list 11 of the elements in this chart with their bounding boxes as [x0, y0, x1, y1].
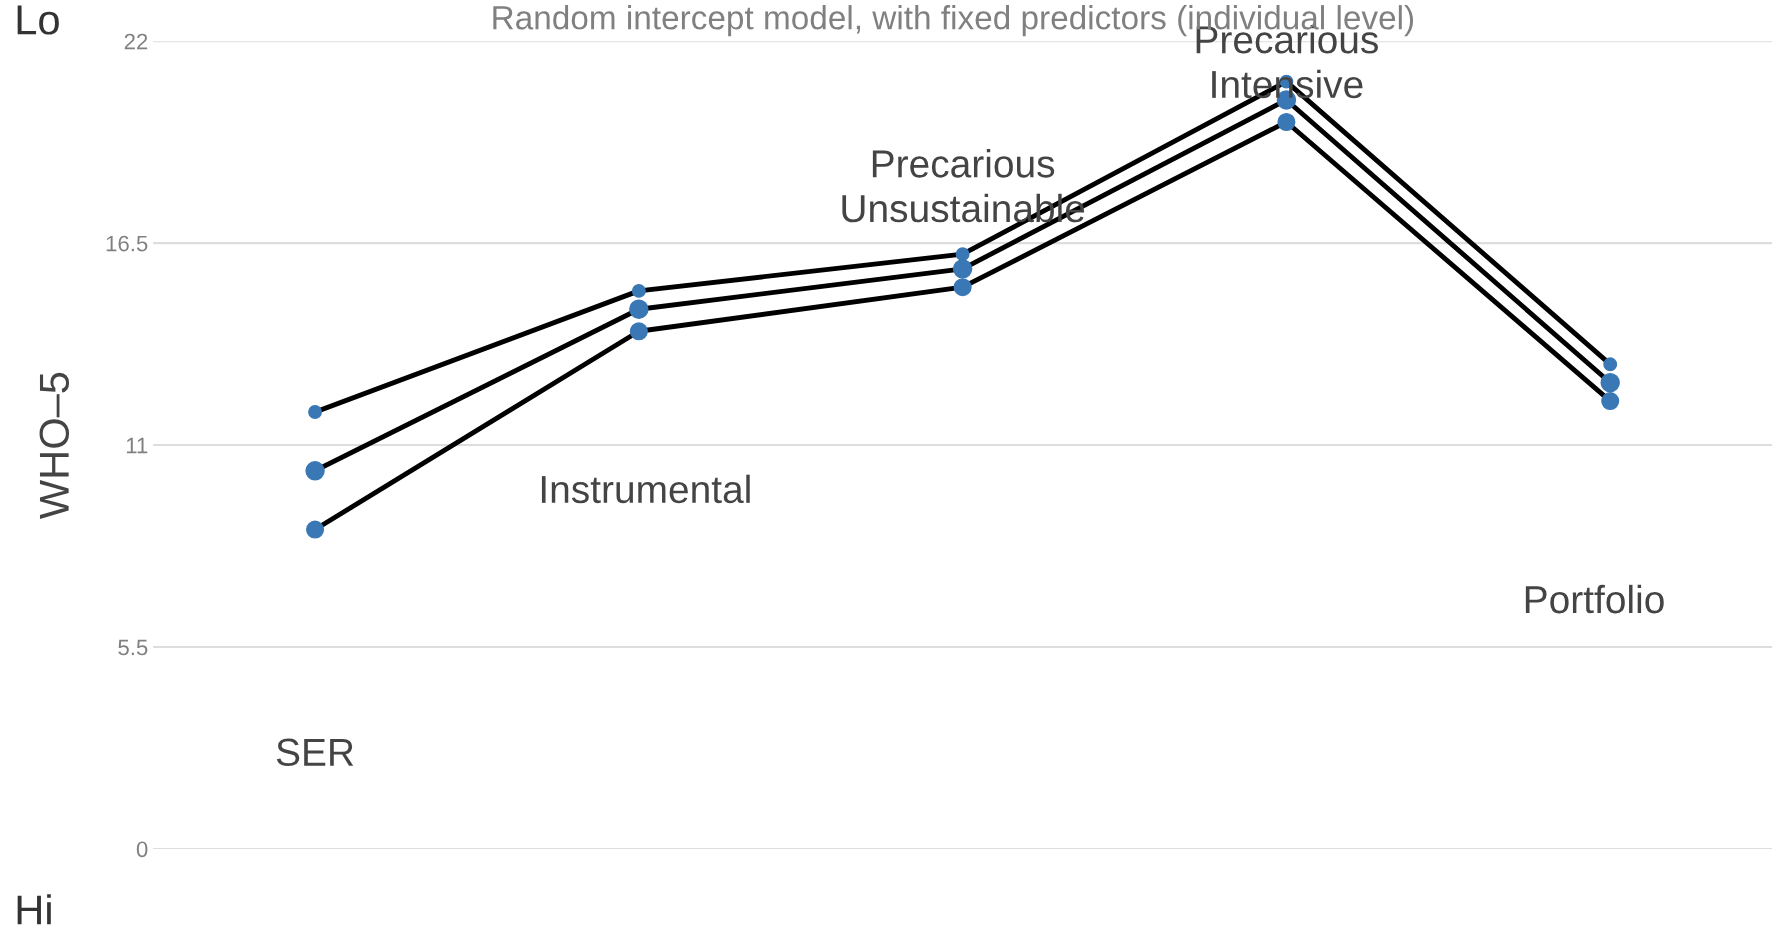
y-axis-title: WHO–5	[39, 372, 70, 519]
text: Lo	[17, 5, 59, 35]
y-tick-label: 5.5	[118, 639, 148, 656]
y-tick-label: 11	[126, 437, 148, 454]
y-tick-label: 16.5	[106, 235, 148, 252]
text: Hi	[17, 894, 51, 925]
y-tick-label: 22	[124, 33, 148, 50]
annotation: Instrumental	[541, 474, 750, 504]
annotation: SER	[276, 738, 354, 767]
annotation: Portfolio	[1525, 584, 1664, 614]
y-tick-label: 0	[136, 841, 148, 858]
